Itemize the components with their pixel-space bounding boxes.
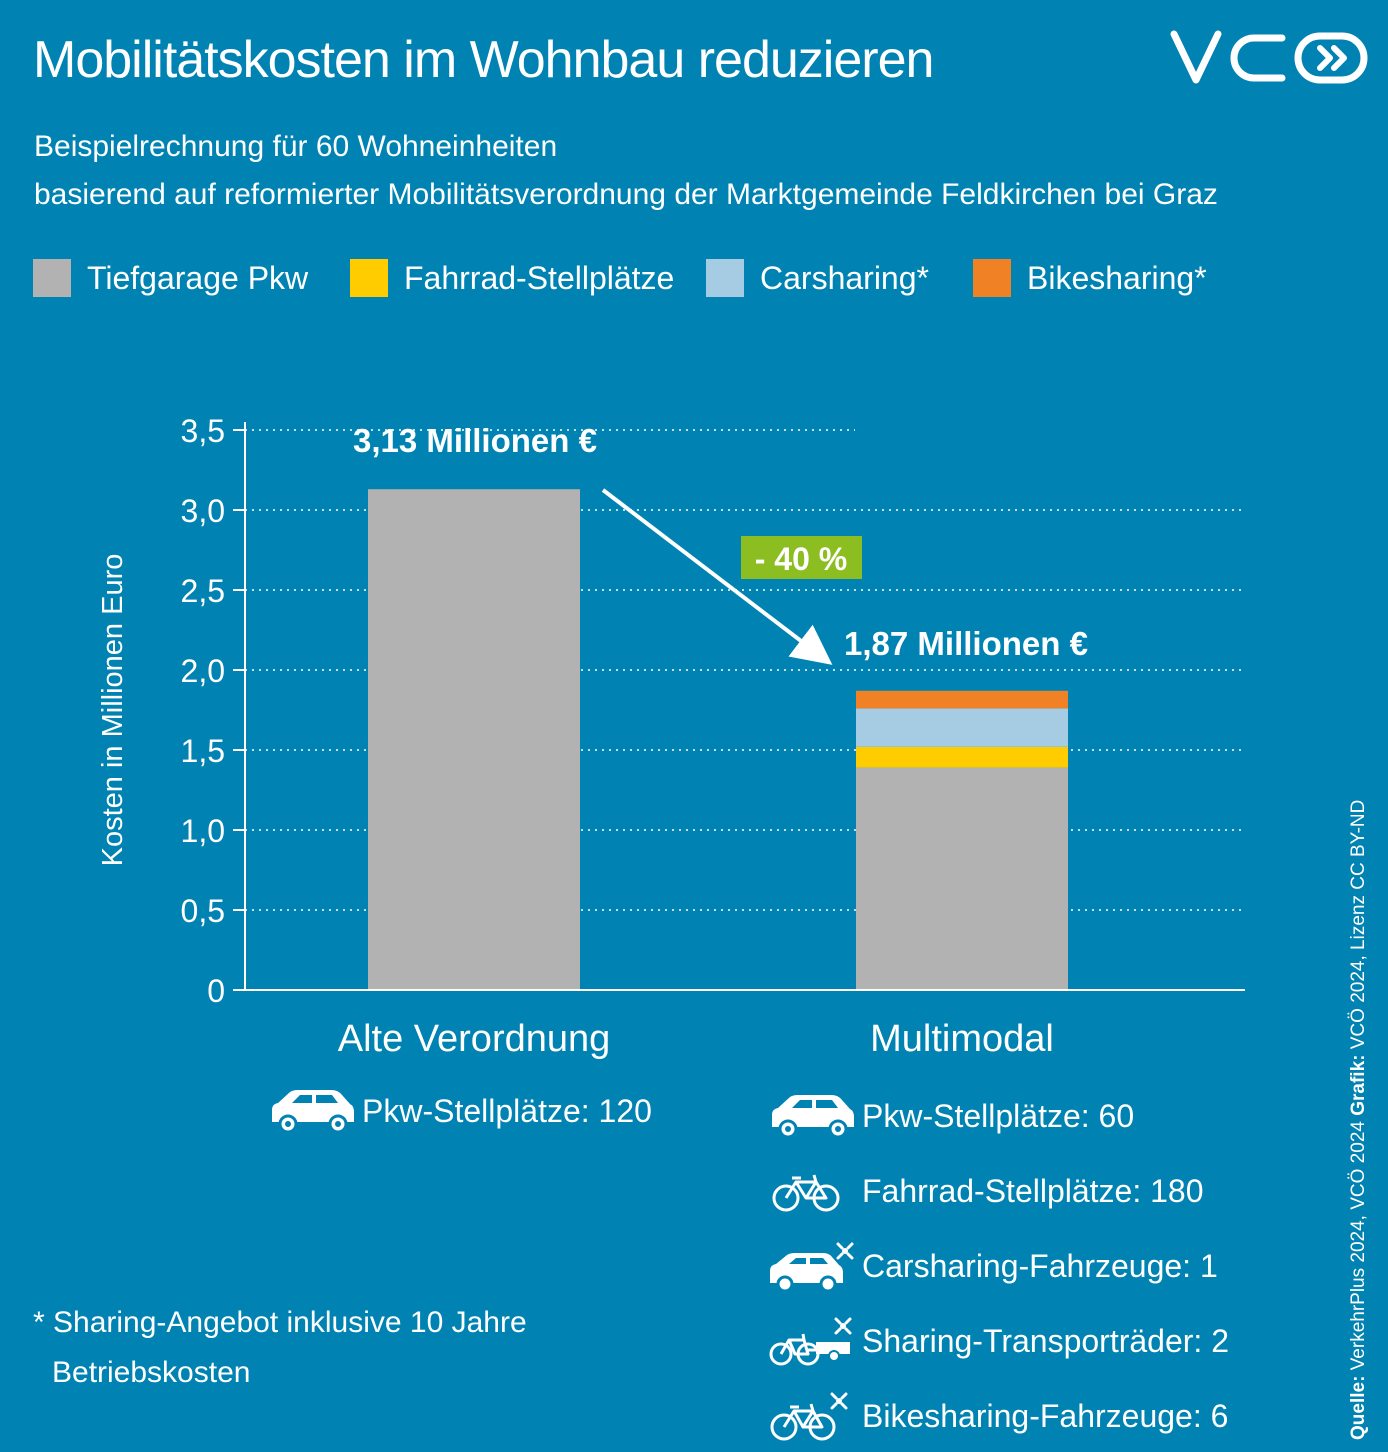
reduction-arrow [601,488,833,665]
graphic-text: VCÖ 2024, Lizenz CC BY-ND [1348,799,1369,1055]
graphic-label: Grafik: [1348,1054,1369,1116]
legend-label: Fahrrad-Stellplätze [404,259,675,296]
legend-swatch [350,259,388,297]
footnote-line-2: Betriebskosten [52,1356,251,1389]
bar-chart: 0 0,5 1,0 1,5 2,0 2,5 3,0 3,5 3,13 Millionen € 1… [97,413,1245,1009]
info-row-pkw-multimodal: Pkw-Stellplätze: 60 [768,1091,1134,1141]
bar-segment [856,767,1068,990]
info-text: Bikesharing-Fahrzeuge: 6 [862,1397,1229,1434]
bar-total-label: 1,87 Millionen € [844,625,1088,662]
subtitle-line-2: basierend auf reformierter Mobilitätsver… [34,178,1218,211]
bar-total-label: 3,13 Millionen € [353,422,597,459]
bar-segment [856,746,1068,768]
info-row-carsharing: Carsharing-Fahrzeuge: 1 [768,1241,1218,1291]
y-tick-label: 2,0 [181,653,225,689]
y-tick-label: 3,5 [181,413,225,449]
category-label-alte-verordnung: Alte Verordnung [337,1018,611,1060]
footnote: * Sharing-Angebot inklusive 10 Jahre Bet… [33,1298,527,1398]
source-credit: Quelle: VerkehrPlus 2024, VCÖ 2024 Grafi… [1348,800,1370,1440]
bar-segment [368,489,580,990]
sharing-bicycle-icon [770,1392,848,1441]
source-text: VerkehrPlus 2024, VCÖ 2024 [1348,1115,1369,1376]
info-text: Sharing-Transporträder: 2 [862,1322,1229,1359]
legend-item-fahrrad: Fahrrad-Stellplätze [350,258,674,298]
info-text: Pkw-Stellplätze: 120 [362,1092,652,1129]
bar-segment [856,690,1068,709]
legend-swatch [706,259,744,297]
sharing-car-icon [770,1242,854,1291]
y-tick-label: 2,5 [181,573,225,609]
legend-label: Carsharing* [760,259,929,296]
subtitle-line-1: Beispielrechnung für 60 Wohneinheiten [34,130,558,163]
category-label-multimodal: Multimodal [870,1018,1054,1060]
info-text: Fahrrad-Stellplätze: 180 [862,1172,1204,1209]
source-label: Quelle: [1348,1375,1369,1440]
y-axis-label: Kosten in Millionen Euro [97,554,129,867]
footnote-line-1: * Sharing-Angebot inklusive 10 Jahre [33,1306,527,1339]
y-tick-label: 3,0 [181,493,225,529]
y-tick-label: 0,5 [181,893,225,929]
bar-segment [856,708,1068,747]
legend-item-carsharing: Carsharing* [706,258,929,298]
info-row-fahrrad: Fahrrad-Stellplätze: 180 [768,1166,1204,1216]
vco-logo [1170,30,1368,84]
car-icon [272,1090,354,1134]
info-text: Pkw-Stellplätze: 60 [862,1097,1135,1134]
sharing-cargo-bike-icon [769,1317,852,1366]
legend-swatch [33,259,71,297]
reduction-badge-label: - 40 % [755,541,847,577]
legend-item-bikesharing: Bikesharing* [973,258,1207,298]
chart-title: Mobilitätskosten im Wohnbau reduzieren [33,31,934,89]
legend-swatch [973,259,1011,297]
y-tick-label: 1,5 [181,733,225,769]
info-row-bikesharing: Bikesharing-Fahrzeuge: 6 [768,1391,1228,1441]
info-row-pkw-alt: Pkw-Stellplätze: 120 [268,1086,652,1136]
bicycle-icon [772,1174,840,1212]
legend-label: Bikesharing* [1027,259,1207,296]
reduction-badge [741,536,862,579]
car-icon [772,1095,854,1139]
y-tick-label: 0 [207,973,225,1009]
legend-item-tiefgarage: Tiefgarage Pkw [33,258,308,298]
info-text: Carsharing-Fahrzeuge: 1 [862,1247,1218,1284]
y-tick-label: 1,0 [181,813,225,849]
legend-label: Tiefgarage Pkw [87,259,309,296]
info-row-transportraeder: Sharing-Transporträder: 2 [768,1316,1229,1366]
